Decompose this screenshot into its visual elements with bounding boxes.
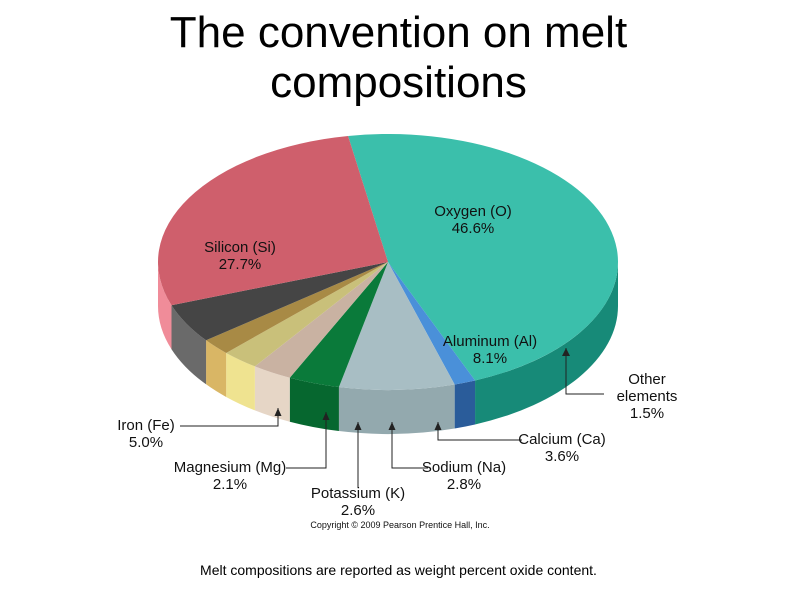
copyright-text: Copyright © 2009 Pearson Prentice Hall, … — [310, 520, 489, 530]
arrow-sodium-na — [388, 422, 396, 430]
label-aluminum-al: Aluminum (Al) — [443, 333, 537, 350]
arrow-calcium-ca — [434, 422, 442, 430]
value-other-elements: 1.5% — [630, 405, 664, 422]
slice-other-elements — [388, 262, 476, 385]
arrow-iron-fe — [274, 408, 282, 416]
caption: Melt compositions are reported as weight… — [200, 562, 597, 578]
title-line-1: The convention on melt — [169, 8, 628, 57]
label-iron-fe: Iron (Fe) — [117, 417, 175, 434]
page-title: The convention on melt compositions — [0, 8, 797, 108]
slice-iron-fe — [171, 262, 388, 341]
leader-magnesium-mg — [286, 412, 327, 469]
arrow-magnesium-mg — [322, 412, 330, 420]
side-silicon-si — [158, 262, 172, 350]
slice-oxygen-o — [348, 133, 619, 381]
side-iron-fe — [171, 305, 207, 385]
slice-sodium-na — [254, 262, 388, 378]
arrow-potassium-k — [354, 422, 362, 430]
value-oxygen-o: 46.6% — [452, 220, 495, 237]
side-aluminum-al — [338, 384, 455, 434]
leader-other-elements — [565, 348, 604, 395]
value-aluminum-al: 8.1% — [473, 350, 507, 367]
value-potassium-k: 2.6% — [341, 502, 375, 519]
value-silicon-si: 27.7% — [219, 256, 262, 273]
side-magnesium-mg — [206, 340, 227, 397]
label-other-line1: Other — [628, 371, 666, 388]
value-calcium-ca: 3.6% — [545, 448, 579, 465]
label-calcium-ca: Calcium (Ca) — [518, 431, 606, 448]
label-sodium-na: Sodium (Na) — [422, 459, 506, 476]
leader-sodium-na — [391, 422, 428, 469]
side-sodium-na — [254, 366, 290, 422]
side-other-elements — [454, 380, 476, 429]
title-line-2: compositions — [270, 58, 527, 107]
side-oxygen-o — [475, 262, 618, 425]
label-potassium-k: Potassium (K) — [311, 485, 405, 502]
label-other-line2: elements — [617, 388, 678, 405]
slice-potassium-k — [226, 262, 388, 367]
label-oxygen-o: Oxygen (O) — [434, 203, 512, 220]
value-magnesium-mg: 2.1% — [213, 476, 247, 493]
label-silicon-si: Silicon (Si) — [204, 239, 276, 256]
pie-chart-image: Oxygen (O) 46.6% Other elements 1.5% Aluminum… — [110, 126, 680, 538]
value-iron-fe: 5.0% — [129, 434, 163, 451]
leader-lines — [180, 348, 604, 488]
slice-aluminum-al — [338, 262, 455, 390]
slice-magnesium-mg — [206, 262, 388, 353]
slice-silicon-si — [158, 135, 388, 306]
arrow-other-elements — [562, 348, 570, 356]
label-magnesium-mg: Magnesium (Mg) — [174, 459, 287, 476]
value-sodium-na: 2.8% — [447, 476, 481, 493]
slice-calcium-ca — [289, 262, 388, 388]
pie-tops — [158, 133, 619, 390]
side-potassium-k — [226, 352, 255, 411]
